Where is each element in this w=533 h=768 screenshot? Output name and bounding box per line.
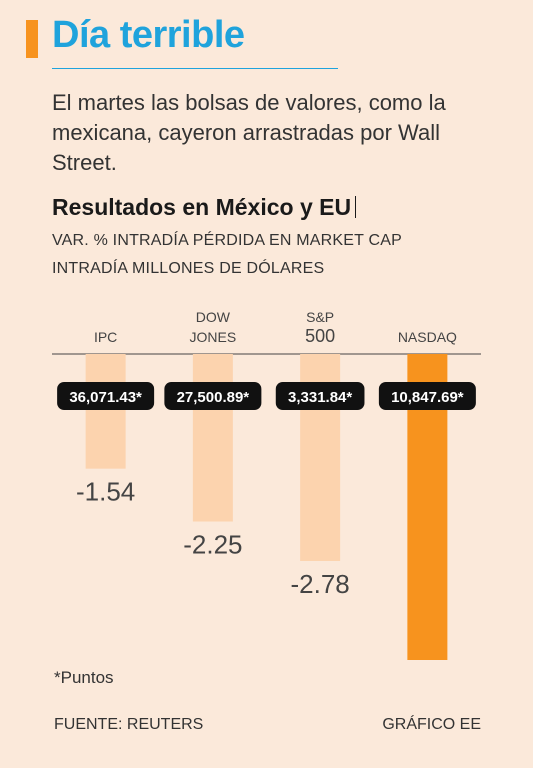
category-label: IPC (94, 329, 117, 345)
value-badge-label: 36,071.43* (69, 389, 142, 406)
data-label: -4.11 (398, 668, 456, 670)
title-accent-bar (26, 20, 38, 58)
category-label: NASDAQ (398, 329, 457, 345)
footnote: *Puntos (54, 668, 114, 687)
category-label: 500 (305, 326, 335, 346)
value-badge-label: 10,847.69* (391, 389, 464, 406)
data-label: -2.25 (183, 530, 242, 560)
subtitle: El martes las bolsas de valores, como la… (52, 90, 446, 175)
chart-title: Resultados en México y EU (52, 194, 357, 221)
bar-chart: IPC 36,071.43* -1.54 DOW JONES 27,500.89* -2.2… (52, 309, 481, 670)
source-note: FUENTE: REUTERS (54, 716, 204, 733)
data-label: -1.54 (76, 477, 135, 507)
bar (85, 354, 126, 469)
value-badge (378, 382, 476, 410)
value-badge (275, 382, 365, 410)
chart-note-line2: INTRADÍA MILLONES DE DÓLARES (52, 260, 325, 277)
value-badge-label: 3,331.84* (288, 389, 352, 406)
category-label: JONES (190, 329, 237, 345)
title-underline (52, 68, 338, 69)
category-label-top: S&P (306, 309, 334, 325)
chart-note-line1: VAR. % INTRADÍA PÉRDIDA EN MARKET CAP (52, 232, 402, 249)
chart-title-text: Resultados en México y EU (52, 194, 352, 220)
page-title: Día terrible (52, 14, 245, 56)
bar (192, 354, 233, 522)
value-badge (164, 382, 262, 410)
category-label-top: DOW (196, 309, 231, 325)
value-badge-label: 27,500.89* (177, 389, 250, 406)
graphic-credit: GRÁFICO EE (382, 716, 481, 733)
value-badge (57, 382, 155, 410)
data-label: -2.78 (290, 569, 349, 599)
text-cursor (355, 196, 357, 218)
